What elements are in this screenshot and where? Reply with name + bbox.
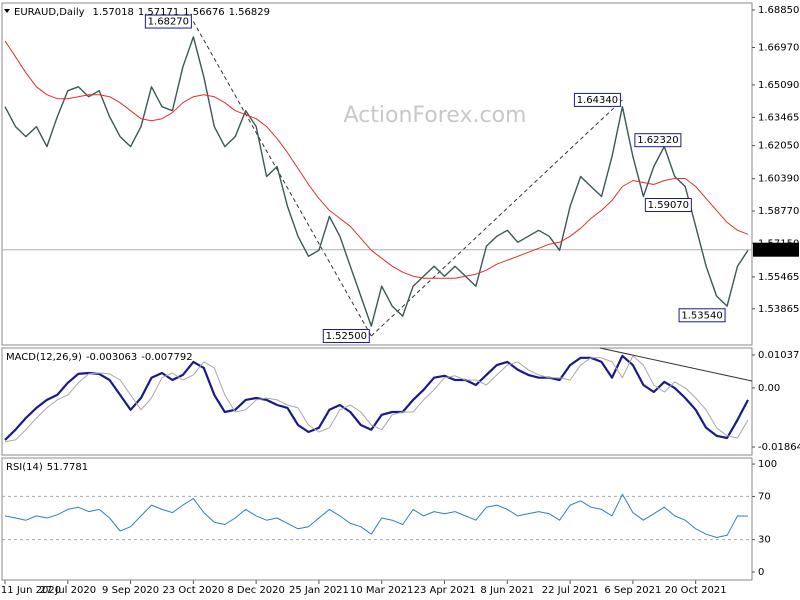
y-tick-label: 1.66970 — [758, 42, 799, 53]
x-tick-label: 8 Dec 2020 — [227, 585, 285, 596]
y-tick-label: 0 — [758, 567, 764, 578]
y-tick-label: 1.63465 — [758, 112, 799, 123]
panel-title: MACD(12,26,9) -0.003063 -0.007792 — [6, 352, 193, 363]
y-tick-label: 1.68850 — [758, 5, 799, 16]
title-text: MACD(12,26,9) — [6, 352, 82, 363]
y-tick-label: 1.60390 — [758, 174, 799, 185]
title-value: 1.57171 — [138, 7, 179, 18]
last-price-box — [753, 242, 799, 257]
annotation-box — [678, 308, 726, 323]
title-value: 1.56676 — [183, 7, 224, 18]
x-tick-label: 10 Mar 2021 — [350, 585, 413, 596]
title-value: 51.7781 — [47, 462, 88, 473]
trendline — [192, 21, 372, 337]
series-line — [4, 355, 749, 443]
y-tick-label: 100 — [758, 459, 777, 470]
y-tick-label: -0.018643 — [758, 442, 800, 453]
title-value: -0.007792 — [141, 352, 192, 363]
x-tick-label: 22 Jul 2021 — [542, 585, 599, 596]
watermark: ActionForex.com — [344, 103, 527, 128]
y-tick-label: 1.55465 — [758, 272, 799, 283]
annotation-box — [634, 133, 682, 148]
y-tick-label: 0.00 — [758, 383, 780, 394]
symbol-arrow — [4, 9, 10, 13]
x-tick-label: 20 Oct 2021 — [665, 585, 727, 596]
series-line — [4, 493, 749, 538]
y-tick-label: 70 — [758, 491, 771, 502]
x-tick-label: 23 Oct 2020 — [162, 585, 224, 596]
annotation-box — [322, 329, 370, 344]
y-tick-label: 1.53865 — [758, 304, 799, 315]
series-line — [4, 36, 749, 327]
title-text: RSI(14) — [6, 462, 43, 473]
title-value: 1.56829 — [229, 7, 270, 18]
series-line — [4, 354, 749, 441]
series-line — [4, 40, 749, 279]
annotation-label: 1.52500 — [326, 331, 367, 342]
y-tick-label: 0.010373 — [758, 350, 800, 361]
panel-title: RSI(14) 51.7781 — [6, 462, 88, 473]
title-text: EURAUD,Daily — [14, 7, 85, 18]
title-value: -0.003063 — [86, 352, 137, 363]
x-tick-label: 27 Jul 2020 — [39, 585, 96, 596]
annotation-label: 1.64340 — [577, 95, 618, 106]
y-tick-label: 30 — [758, 535, 771, 546]
x-tick-label: 6 Sep 2021 — [604, 585, 661, 596]
x-tick-label: 11 Jun 2020 — [1, 585, 61, 596]
trendline — [599, 347, 753, 382]
annotation-box — [644, 198, 692, 213]
panel-title: EURAUD,Daily 1.57018 1.57171 1.56676 1.56829 — [14, 7, 270, 18]
trendline — [370, 99, 623, 337]
y-tick-label: 1.58770 — [758, 206, 799, 217]
annotation-label: 1.68270 — [148, 17, 189, 28]
x-tick-label: 25 Jan 2021 — [289, 585, 349, 596]
annotation-box — [573, 92, 621, 107]
x-tick-label: 23 Apr 2021 — [414, 585, 476, 596]
title-value: 1.57018 — [93, 7, 134, 18]
last-price-label: 1.56829 — [757, 245, 798, 256]
y-tick-label: 1.65090 — [758, 80, 799, 91]
annotation-label: 1.62320 — [637, 135, 678, 146]
panel — [1, 457, 753, 581]
annotation-label: 1.53540 — [681, 310, 722, 321]
y-tick-label: 1.62050 — [758, 141, 799, 152]
annotation-box — [144, 14, 192, 29]
panel — [1, 2, 753, 346]
x-tick-label: 9 Sep 2020 — [102, 585, 159, 596]
annotation-label: 1.59070 — [648, 200, 689, 211]
panel — [1, 347, 753, 456]
x-tick-label: 8 Jun 2021 — [480, 585, 534, 596]
